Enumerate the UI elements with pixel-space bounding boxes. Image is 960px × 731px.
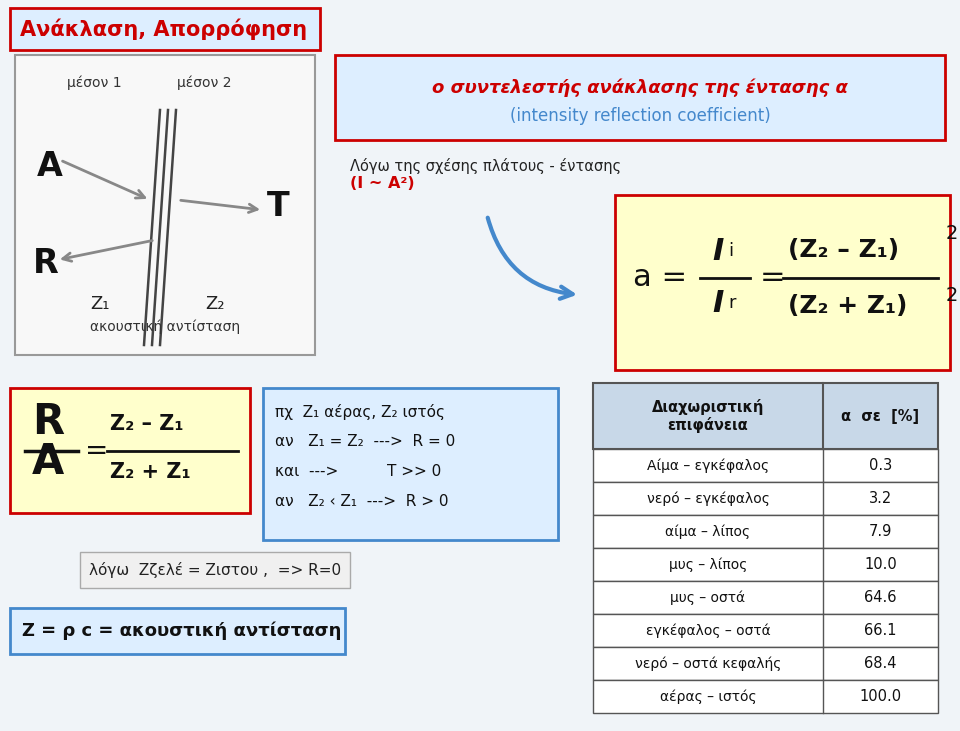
Bar — [593, 680, 938, 713]
Bar — [335, 55, 945, 140]
Text: μυς – λίπος: μυς – λίπος — [669, 557, 747, 572]
Bar — [593, 515, 938, 548]
Text: Αίμα – εγκέφαλος: Αίμα – εγκέφαλος — [647, 458, 769, 473]
Text: A: A — [37, 150, 62, 183]
Text: I: I — [712, 289, 724, 318]
Bar — [593, 548, 938, 581]
Bar — [593, 482, 938, 515]
Text: αίμα – λίπος: αίμα – λίπος — [665, 524, 751, 539]
Text: =: = — [85, 436, 108, 464]
Text: Λόγω της σχέσης πλάτους - έντασης: Λόγω της σχέσης πλάτους - έντασης — [350, 158, 621, 174]
Bar — [15, 55, 315, 355]
Text: μυς – οστά: μυς – οστά — [670, 590, 746, 605]
Bar — [80, 552, 350, 588]
Text: Z₂ + Z₁: Z₂ + Z₁ — [110, 463, 191, 482]
Text: 3.2: 3.2 — [869, 491, 892, 506]
Text: Z₁: Z₁ — [90, 295, 109, 313]
Text: 64.6: 64.6 — [864, 590, 897, 605]
Bar — [593, 383, 938, 449]
Bar — [593, 581, 938, 614]
Text: R: R — [32, 401, 64, 444]
Bar — [593, 614, 938, 647]
Bar — [263, 388, 558, 540]
Text: και  --->          T >> 0: και ---> T >> 0 — [275, 464, 442, 479]
Text: (Z₂ – Z₁): (Z₂ – Z₁) — [788, 238, 900, 262]
Text: νερό – οστά κεφαλής: νερό – οστά κεφαλής — [635, 656, 781, 671]
Text: (Ι ~ Α²): (Ι ~ Α²) — [350, 176, 415, 191]
Text: εγκέφαλος – οστά: εγκέφαλος – οστά — [646, 624, 770, 637]
Text: νερό – εγκέφαλος: νερό – εγκέφαλος — [647, 491, 769, 506]
Text: i: i — [728, 243, 733, 260]
Text: (intensity reflection coefficient): (intensity reflection coefficient) — [510, 107, 770, 125]
Bar — [10, 8, 320, 50]
Bar — [593, 647, 938, 680]
Text: 0.3: 0.3 — [869, 458, 892, 473]
Text: ακουστική αντίσταση: ακουστική αντίσταση — [90, 320, 240, 335]
Text: a =: a = — [633, 263, 687, 292]
Text: Ανάκλαση, Απορρόφηση: Ανάκλαση, Απορρόφηση — [20, 18, 307, 39]
Bar — [10, 608, 345, 654]
FancyArrowPatch shape — [488, 218, 572, 299]
Text: 2: 2 — [946, 286, 958, 305]
Bar — [615, 195, 950, 370]
Text: =: = — [760, 263, 785, 292]
Text: R: R — [33, 247, 59, 280]
Text: Διαχωριστική
επιφάνεια: Διαχωριστική επιφάνεια — [652, 398, 764, 433]
Text: αέρας – ιστός: αέρας – ιστός — [660, 689, 756, 704]
Text: 68.4: 68.4 — [864, 656, 897, 671]
Bar — [10, 388, 250, 513]
Text: I: I — [712, 237, 724, 266]
Text: A: A — [32, 442, 64, 483]
Text: αν   Z₁ = Z₂  --->  R = 0: αν Z₁ = Z₂ ---> R = 0 — [275, 434, 455, 449]
Text: Ζ = ρ c = ακουστική αντίσταση: Ζ = ρ c = ακουστική αντίσταση — [22, 622, 342, 640]
Text: 10.0: 10.0 — [864, 557, 897, 572]
Text: Z₂ – Z₁: Z₂ – Z₁ — [110, 414, 183, 434]
Text: ο συντελεστής ανάκλασης της έντασης α: ο συντελεστής ανάκλασης της έντασης α — [432, 78, 848, 96]
Text: 100.0: 100.0 — [859, 689, 901, 704]
Text: α  σε  [%]: α σε [%] — [841, 409, 920, 423]
Text: 66.1: 66.1 — [864, 623, 897, 638]
Text: αν   Z₂ ‹ Z₁  --->  R > 0: αν Z₂ ‹ Z₁ ---> R > 0 — [275, 494, 448, 509]
Text: (Z₂ + Z₁): (Z₂ + Z₁) — [788, 294, 907, 317]
Text: πχ  Z₁ αέρας, Z₂ ιστός: πχ Z₁ αέρας, Z₂ ιστός — [275, 404, 445, 420]
Text: μέσον 2: μέσον 2 — [177, 75, 231, 89]
Text: r: r — [728, 295, 735, 312]
Text: 2: 2 — [946, 224, 958, 243]
Text: Z₂: Z₂ — [205, 295, 225, 313]
Bar — [593, 449, 938, 482]
Text: T: T — [267, 190, 290, 223]
Text: λόγω  Ζζελέ = Ζιστου ,  => R=0: λόγω Ζζελέ = Ζιστου , => R=0 — [89, 562, 341, 578]
Text: 7.9: 7.9 — [869, 524, 892, 539]
Text: μέσον 1: μέσον 1 — [67, 75, 122, 89]
